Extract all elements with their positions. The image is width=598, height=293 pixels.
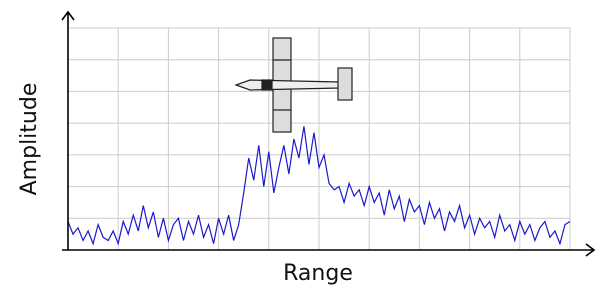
page: Range Amplitude (() => { const data = JS…: [0, 0, 598, 293]
axes: [62, 12, 594, 256]
chart: Range Amplitude: [0, 0, 598, 293]
y-axis-label: Amplitude: [17, 83, 42, 196]
x-axis-label: Range: [283, 261, 353, 286]
grid: [68, 28, 570, 250]
airplane-icon: [236, 38, 352, 132]
